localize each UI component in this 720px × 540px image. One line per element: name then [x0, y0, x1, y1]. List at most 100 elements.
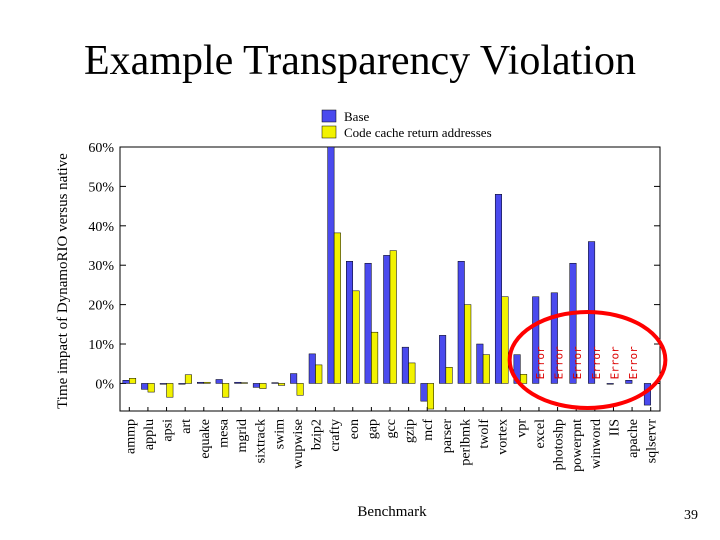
legend-swatch-base: [321, 109, 337, 123]
x-tick-label: excel: [533, 419, 548, 449]
error-label-apache: Error: [627, 346, 640, 379]
bar-base-ammp: [122, 380, 130, 384]
bar-code-cache-mgrid: [240, 382, 248, 384]
bar-code-cache-gcc: [389, 250, 397, 384]
bar-code-cache-vortex: [501, 296, 509, 384]
bar-base-excel: [532, 296, 540, 384]
bar-base-eon: [346, 261, 354, 384]
x-tick-label: mesa: [216, 418, 231, 448]
bar-code-cache-ammp: [129, 378, 137, 384]
error-label-winword: Error: [590, 346, 603, 379]
bar-base-sixtrack: [252, 383, 260, 388]
bar-code-cache-bzip2: [315, 364, 323, 384]
bar-code-cache-crafty: [333, 232, 341, 384]
bar-code-cache-mesa: [222, 383, 230, 398]
bar-code-cache-equake: [203, 381, 211, 384]
bar-base-parser: [439, 335, 447, 384]
bar-base-mgrid: [234, 381, 242, 384]
y-tick-label: 60%: [88, 141, 114, 156]
bar-base-apache: [625, 380, 633, 384]
bar-base-wupwise: [290, 373, 298, 384]
bar-base-perlbmk: [457, 261, 465, 384]
bar-base-bzip2: [308, 353, 316, 384]
bar-code-cache-vpr: [520, 374, 528, 384]
error-label-IIS: Error: [608, 346, 621, 379]
x-tick-label: bzip2: [310, 419, 325, 450]
x-tick-label: mcf: [421, 419, 436, 441]
error-label-excel: Error: [534, 346, 547, 379]
bar-base-swim: [271, 382, 279, 384]
bar-code-cache-mcf: [426, 383, 434, 410]
bar-base-photoshp: [550, 292, 558, 384]
legend-label-base: Base: [344, 109, 370, 124]
x-tick-label: powerpnt: [570, 419, 585, 472]
x-tick-label: applu: [142, 419, 157, 450]
x-axis-label: Benchmark: [357, 504, 427, 520]
x-tick-label: perlbmk: [458, 419, 473, 466]
bar-base-art: [178, 383, 186, 385]
bar-base-crafty: [327, 146, 335, 384]
y-tick-label: 30%: [88, 259, 114, 274]
y-tick-label: 40%: [88, 220, 114, 235]
bar-code-cache-apsi: [166, 383, 174, 398]
x-tick-label: equake: [198, 419, 213, 459]
x-tick-label: mgrid: [235, 419, 250, 452]
x-tick-label: wupwise: [291, 419, 306, 469]
x-tick-label: gap: [365, 419, 380, 439]
x-tick-label: sixtrack: [254, 419, 269, 463]
x-tick-label: apache: [626, 419, 641, 458]
slide-title: Example Transparency Violation: [84, 38, 636, 84]
y-tick-label: 0%: [95, 377, 114, 392]
bar-base-twolf: [476, 343, 484, 384]
x-tick-label: vortex: [496, 419, 511, 455]
bar-code-cache-gzip: [408, 362, 416, 384]
x-tick-label: ammp: [123, 419, 138, 454]
x-tick-label: eon: [347, 419, 362, 439]
y-tick-label: 50%: [88, 180, 114, 195]
x-tick-label: vpr: [514, 419, 529, 438]
bar-code-cache-sixtrack: [259, 383, 267, 389]
bar-base-IIS: [606, 383, 614, 385]
bar-base-powerpnt: [569, 262, 577, 384]
error-highlight-ellipse: [507, 310, 668, 410]
bar-base-equake: [197, 381, 205, 384]
x-tick-label: art: [179, 419, 194, 434]
y-axis-label: Time impact of DynamoRIO versus native: [55, 153, 71, 409]
x-tick-label: IIS: [607, 419, 622, 436]
bar-base-vortex: [494, 194, 502, 384]
x-tick-label: twolf: [477, 419, 492, 449]
bar-base-gzip: [401, 346, 409, 384]
page-number: 39: [684, 508, 698, 523]
y-tick-label: 20%: [88, 299, 114, 314]
x-tick-label: gcc: [384, 419, 399, 438]
bar-base-applu: [141, 383, 149, 390]
x-tick-label: parser: [440, 419, 455, 454]
bar-code-cache-art: [184, 374, 192, 384]
x-tick-label: gzip: [403, 419, 418, 443]
y-tick-label: 10%: [88, 338, 114, 353]
x-tick-label: crafty: [328, 419, 343, 452]
error-label-powerpnt: Error: [571, 346, 584, 379]
bar-code-cache-eon: [352, 290, 360, 384]
bar-code-cache-applu: [147, 383, 155, 393]
error-label-photoshp: Error: [553, 346, 566, 379]
x-tick-label: sqlservr: [645, 419, 660, 464]
x-tick-label: apsi: [161, 419, 176, 442]
bar-code-cache-twolf: [482, 354, 490, 384]
bar-code-cache-gap: [371, 331, 379, 384]
legend-swatch-code-cache: [321, 125, 337, 139]
bar-code-cache-parser: [445, 367, 453, 384]
bar-code-cache-swim: [278, 383, 286, 386]
bar-base-mesa: [215, 379, 223, 384]
legend-label-code-cache: Code cache return addresses: [344, 125, 492, 140]
bar-base-apsi: [159, 383, 167, 385]
x-tick-label: photoshp: [552, 419, 567, 470]
bar-base-mcf: [420, 383, 428, 402]
bar-base-gcc: [383, 255, 391, 384]
bar-code-cache-wupwise: [296, 383, 304, 396]
bar-base-gap: [364, 262, 372, 384]
x-tick-label: swim: [272, 419, 287, 449]
x-tick-label: winword: [589, 419, 604, 469]
bar-code-cache-perlbmk: [464, 304, 472, 384]
